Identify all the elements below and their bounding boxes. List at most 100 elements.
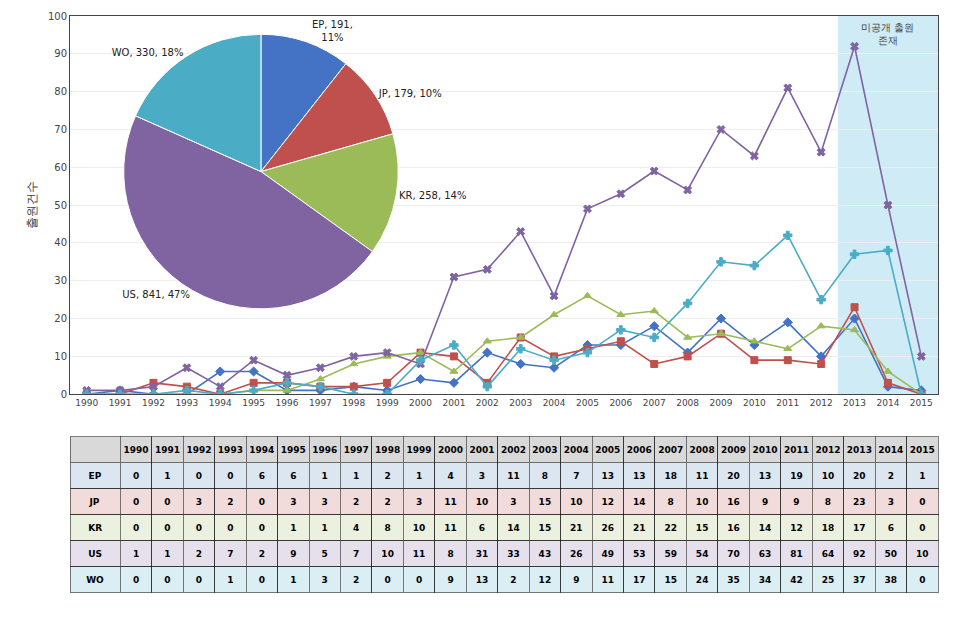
svg-text:출원건수: 출원건수 bbox=[25, 181, 39, 229]
svg-text:1993: 1993 bbox=[218, 445, 243, 455]
svg-text:2002: 2002 bbox=[476, 398, 499, 408]
svg-text:4: 4 bbox=[447, 471, 453, 481]
svg-text:10: 10 bbox=[54, 351, 67, 362]
svg-text:0: 0 bbox=[919, 575, 925, 585]
svg-text:13: 13 bbox=[633, 471, 646, 481]
svg-text:1995: 1995 bbox=[281, 445, 306, 455]
svg-text:2000: 2000 bbox=[409, 398, 432, 408]
svg-text:16: 16 bbox=[727, 523, 740, 533]
svg-text:63: 63 bbox=[759, 549, 772, 559]
svg-text:5: 5 bbox=[322, 549, 328, 559]
svg-text:4: 4 bbox=[353, 523, 359, 533]
svg-text:15: 15 bbox=[664, 575, 677, 585]
svg-text:10: 10 bbox=[570, 497, 583, 507]
svg-text:1991: 1991 bbox=[155, 445, 180, 455]
svg-text:10: 10 bbox=[413, 523, 426, 533]
svg-text:1994: 1994 bbox=[209, 398, 232, 408]
svg-text:9: 9 bbox=[447, 575, 453, 585]
svg-text:3: 3 bbox=[416, 497, 422, 507]
svg-text:31: 31 bbox=[476, 549, 489, 559]
svg-text:0: 0 bbox=[259, 523, 265, 533]
svg-text:21: 21 bbox=[570, 523, 583, 533]
svg-text:17: 17 bbox=[633, 575, 646, 585]
svg-text:3: 3 bbox=[322, 497, 328, 507]
svg-text:34: 34 bbox=[759, 575, 772, 585]
svg-text:12: 12 bbox=[539, 575, 552, 585]
svg-text:2011: 2011 bbox=[776, 398, 799, 408]
svg-text:10: 10 bbox=[696, 497, 709, 507]
svg-text:1997: 1997 bbox=[344, 445, 369, 455]
svg-text:42: 42 bbox=[790, 575, 803, 585]
svg-text:15: 15 bbox=[696, 523, 709, 533]
svg-text:2003: 2003 bbox=[532, 445, 557, 455]
svg-text:0: 0 bbox=[259, 575, 265, 585]
svg-text:60: 60 bbox=[54, 162, 67, 173]
svg-text:11: 11 bbox=[444, 523, 457, 533]
svg-text:0: 0 bbox=[259, 497, 265, 507]
svg-text:2015: 2015 bbox=[910, 445, 935, 455]
svg-text:2004: 2004 bbox=[564, 445, 589, 455]
svg-text:3: 3 bbox=[290, 497, 296, 507]
svg-text:1: 1 bbox=[919, 471, 925, 481]
svg-text:EP: EP bbox=[89, 471, 102, 481]
svg-text:1: 1 bbox=[164, 471, 170, 481]
svg-text:70: 70 bbox=[727, 549, 740, 559]
svg-text:1: 1 bbox=[416, 471, 422, 481]
svg-text:37: 37 bbox=[853, 575, 866, 585]
svg-text:53: 53 bbox=[633, 549, 646, 559]
svg-text:64: 64 bbox=[822, 549, 835, 559]
svg-text:2011: 2011 bbox=[784, 445, 809, 455]
svg-text:10: 10 bbox=[822, 471, 835, 481]
svg-text:100: 100 bbox=[48, 11, 67, 22]
svg-text:1993: 1993 bbox=[175, 398, 198, 408]
svg-text:9: 9 bbox=[290, 549, 296, 559]
svg-text:2006: 2006 bbox=[609, 398, 632, 408]
svg-text:6: 6 bbox=[479, 523, 485, 533]
svg-text:38: 38 bbox=[885, 575, 898, 585]
svg-text:9: 9 bbox=[793, 497, 799, 507]
svg-text:70: 70 bbox=[54, 124, 67, 135]
svg-text:0: 0 bbox=[385, 575, 391, 585]
svg-text:35: 35 bbox=[727, 575, 740, 585]
svg-text:0: 0 bbox=[919, 523, 925, 533]
svg-text:1: 1 bbox=[290, 575, 296, 585]
svg-text:0: 0 bbox=[227, 471, 233, 481]
svg-text:13: 13 bbox=[602, 471, 615, 481]
svg-text:14: 14 bbox=[633, 497, 646, 507]
svg-text:1997: 1997 bbox=[309, 398, 332, 408]
svg-text:25: 25 bbox=[822, 575, 835, 585]
svg-text:1: 1 bbox=[290, 523, 296, 533]
svg-text:1990: 1990 bbox=[124, 445, 149, 455]
svg-text:14: 14 bbox=[759, 523, 772, 533]
svg-text:22: 22 bbox=[664, 523, 677, 533]
svg-text:2001: 2001 bbox=[442, 398, 465, 408]
svg-text:0: 0 bbox=[133, 523, 139, 533]
svg-text:2: 2 bbox=[196, 549, 202, 559]
svg-text:2: 2 bbox=[888, 471, 894, 481]
svg-text:2005: 2005 bbox=[576, 398, 599, 408]
svg-text:20: 20 bbox=[54, 313, 67, 324]
svg-text:JP, 179, 10%: JP, 179, 10% bbox=[378, 88, 442, 99]
svg-text:26: 26 bbox=[570, 549, 583, 559]
svg-text:21: 21 bbox=[633, 523, 646, 533]
svg-text:0: 0 bbox=[196, 523, 202, 533]
svg-text:3: 3 bbox=[322, 575, 328, 585]
svg-text:90: 90 bbox=[54, 48, 67, 59]
svg-text:13: 13 bbox=[476, 575, 489, 585]
svg-text:2002: 2002 bbox=[501, 445, 526, 455]
svg-text:1: 1 bbox=[322, 471, 328, 481]
svg-text:20: 20 bbox=[853, 471, 866, 481]
svg-text:3: 3 bbox=[196, 497, 202, 507]
svg-text:14: 14 bbox=[507, 523, 520, 533]
svg-text:0: 0 bbox=[164, 497, 170, 507]
svg-text:13: 13 bbox=[759, 471, 772, 481]
svg-text:0: 0 bbox=[133, 471, 139, 481]
svg-text:KR: KR bbox=[88, 523, 102, 533]
svg-text:92: 92 bbox=[853, 549, 866, 559]
svg-text:EP, 191,11%: EP, 191,11% bbox=[312, 19, 353, 43]
svg-text:2009: 2009 bbox=[721, 445, 746, 455]
svg-text:24: 24 bbox=[696, 575, 709, 585]
svg-text:6: 6 bbox=[259, 471, 265, 481]
svg-text:2: 2 bbox=[385, 471, 391, 481]
svg-text:16: 16 bbox=[727, 497, 740, 507]
